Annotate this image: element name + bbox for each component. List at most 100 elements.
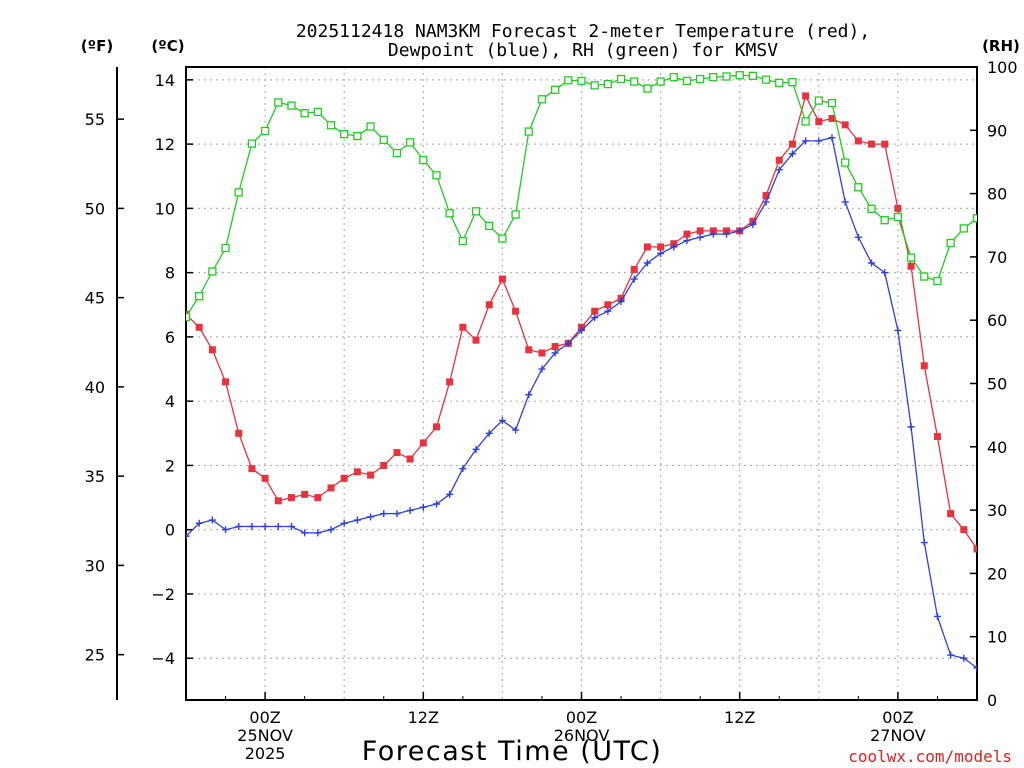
rh-point bbox=[630, 77, 639, 86]
rh-point bbox=[419, 155, 428, 165]
dewpoint-point bbox=[696, 233, 704, 241]
dewpoint-point bbox=[274, 522, 282, 530]
rh-point bbox=[537, 95, 547, 104]
y-tick-label-rh: 80 bbox=[987, 185, 1007, 204]
dewpoint-point bbox=[578, 326, 585, 334]
temperature-point bbox=[775, 156, 783, 164]
chart-title: 2025112418 NAM3KM Forecast 2-meter Tempe… bbox=[296, 21, 870, 42]
y-tick-label-c: 8 bbox=[165, 264, 175, 283]
dewpoint-point bbox=[235, 522, 243, 530]
temperature-point bbox=[591, 307, 599, 315]
units-celsius-label: (ºC) bbox=[151, 37, 184, 55]
rh-point bbox=[274, 98, 283, 107]
rh-point bbox=[801, 117, 810, 126]
rh-point bbox=[682, 76, 692, 86]
y-tick-label-rh: 40 bbox=[987, 438, 1007, 457]
dewpoint-point bbox=[446, 490, 454, 498]
dewpoint-point bbox=[854, 233, 862, 241]
dewpoint-point bbox=[498, 416, 506, 424]
rh-point bbox=[603, 79, 613, 89]
rh-point bbox=[366, 122, 375, 131]
temperature-point bbox=[208, 346, 216, 354]
dewpoint-point bbox=[459, 465, 467, 473]
series-clip-group bbox=[186, 71, 977, 672]
rh-point bbox=[775, 78, 784, 87]
dewpoint-point bbox=[920, 539, 928, 547]
rh-point bbox=[186, 312, 191, 322]
temperature-point bbox=[815, 118, 823, 126]
temperature-point bbox=[380, 461, 388, 469]
dewpoint-point bbox=[947, 651, 955, 659]
temperature-point bbox=[393, 449, 401, 457]
dewpoint-point bbox=[802, 137, 810, 145]
dewpoint-point bbox=[195, 519, 203, 527]
rh-point bbox=[722, 72, 731, 81]
rh-point bbox=[946, 238, 955, 248]
dewpoint-point bbox=[432, 500, 440, 508]
temperature-point bbox=[696, 227, 704, 235]
rh-point bbox=[353, 131, 362, 141]
dewpoint-point bbox=[314, 529, 322, 537]
dewpoint-point bbox=[709, 230, 717, 238]
temperature-point bbox=[498, 275, 506, 283]
x-tick-label: 00Z bbox=[249, 708, 280, 727]
y-tick-label-c: 12 bbox=[155, 135, 175, 154]
y-tick-label-f: 45 bbox=[85, 289, 105, 308]
x-axis-title: Forecast Time (UTC) bbox=[362, 736, 663, 767]
temperature-point bbox=[630, 265, 638, 273]
rh-point bbox=[234, 188, 243, 197]
dewpoint-point bbox=[657, 249, 665, 257]
rh-point bbox=[827, 98, 837, 108]
rh-point bbox=[880, 216, 889, 225]
dewpoint-point bbox=[261, 522, 269, 530]
y-tick-label-c: 10 bbox=[155, 199, 175, 218]
rh-point bbox=[498, 234, 507, 243]
rh-point bbox=[893, 212, 903, 222]
dewpoint-point bbox=[564, 339, 572, 347]
dewpoint-point bbox=[327, 526, 335, 534]
dewpoint-point bbox=[841, 198, 849, 206]
dewpoint-point bbox=[353, 516, 361, 524]
dewpoint-point bbox=[815, 137, 823, 145]
plot-frame bbox=[185, 66, 978, 701]
rh-point bbox=[564, 76, 573, 85]
temperature-point bbox=[340, 474, 348, 482]
temperature-point bbox=[353, 468, 361, 476]
rh-point bbox=[511, 210, 520, 219]
temperature-point bbox=[459, 323, 467, 331]
temperature-point bbox=[920, 362, 928, 370]
rh-point bbox=[340, 129, 349, 139]
dewpoint-point bbox=[762, 198, 770, 206]
dewpoint-point bbox=[907, 423, 915, 431]
dewpoint-point bbox=[881, 269, 889, 277]
dewpoint-point bbox=[472, 445, 480, 453]
x-tick-label: 12Z bbox=[724, 708, 755, 727]
dewpoint-point bbox=[894, 326, 902, 334]
rh-point bbox=[379, 135, 388, 144]
dewpoint-point bbox=[960, 654, 968, 662]
y-tick-label-rh: 0 bbox=[987, 691, 997, 710]
temperature-point bbox=[894, 204, 902, 212]
x-tick-label: 12Z bbox=[408, 708, 439, 727]
dewpoint-point bbox=[788, 150, 796, 158]
rh-point bbox=[221, 243, 230, 253]
dewpoint-point bbox=[406, 506, 414, 514]
temperature-point bbox=[604, 301, 612, 309]
rh-point bbox=[405, 138, 415, 147]
temperature-point bbox=[788, 140, 796, 148]
temperature-point bbox=[802, 92, 810, 100]
rh-point bbox=[867, 204, 876, 213]
y-tick-label-f: 55 bbox=[85, 110, 105, 129]
rh-point bbox=[313, 107, 322, 117]
x-tick-label: 00Z bbox=[882, 708, 913, 727]
axes: −4 −2 0 2 4 6 8 10 12 14 25 30 35 40 45 50 55 0 10 20 30 40 50… bbox=[85, 58, 1018, 763]
temperature-point bbox=[551, 343, 559, 351]
rh-point bbox=[616, 74, 626, 84]
watermark: coolwx.com/models bbox=[848, 747, 1012, 766]
temperature-point bbox=[222, 378, 230, 386]
x-tick-label: 26NOV bbox=[554, 726, 610, 745]
rh-point bbox=[972, 214, 977, 223]
y-tick-label-c: 2 bbox=[165, 456, 175, 475]
x-tick-label: 25NOV bbox=[237, 726, 293, 745]
temperature-point bbox=[195, 323, 203, 331]
